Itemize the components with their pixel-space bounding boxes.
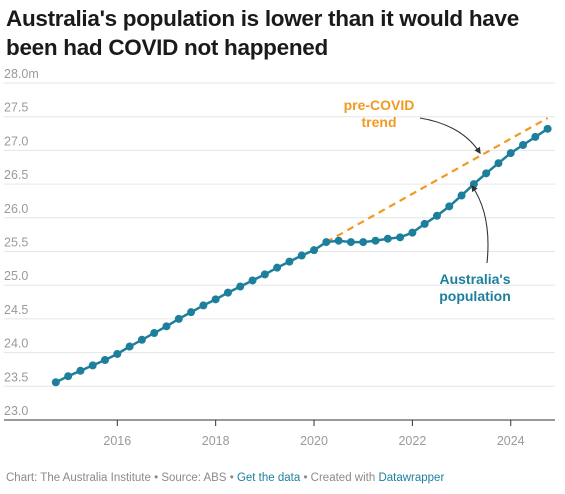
y-tick-label: 27.5 [4,101,28,115]
datawrapper-link[interactable]: Datawrapper [378,472,445,484]
trend-annotation-arrow [419,117,481,155]
x-tick-label: 2022 [398,434,426,448]
population-point [248,276,257,285]
population-annotation-label: population [439,288,511,304]
footer-separator: • [150,472,162,484]
y-tick-label: 25.5 [4,236,28,250]
footer-separator: • [300,472,311,484]
series-layer [51,117,552,387]
population-annotation-arrow [471,184,489,264]
population-annotation-label: Australia's [439,271,510,287]
y-axis-ticks: 28.0m 27.5 27.0 26.5 26.0 25.5 25.0 24.5 24.0 23.… [4,67,39,418]
population-point [211,295,220,304]
x-tick-label: 2020 [300,434,328,448]
trend-annotation-label: trend [362,114,397,130]
x-tick-label: 2024 [497,434,525,448]
population-point [76,366,85,375]
population-point [359,238,368,247]
population-point [469,180,478,189]
y-tick-label: 23.0 [4,404,28,418]
population-point [285,257,294,266]
trend-annotation-label: pre-COVID [344,97,415,113]
population-point [334,236,343,245]
population-point [457,191,466,200]
population-point [174,314,183,323]
x-tick-label: 2016 [103,434,131,448]
footer-separator: • [226,472,237,484]
population-point [51,378,60,387]
population-point [199,301,208,310]
population-point [383,234,392,243]
population-point [137,335,146,344]
population-point [88,361,97,370]
population-point [310,246,319,255]
y-tick-label: 23.5 [4,370,28,384]
population-point [494,159,503,168]
y-tick-label: 25.0 [4,269,28,283]
population-point [396,233,405,242]
population-point [223,288,232,297]
source-note: Source: ABS [161,472,227,484]
population-point [346,238,355,247]
y-tick-label: 26.0 [4,202,28,216]
population-point [506,149,515,158]
population-point [101,356,110,365]
population-point [64,372,73,381]
population-point [260,270,269,279]
x-axis-ticks: 2016 2018 2020 2022 2024 [103,420,525,448]
y-tick-label: 27.0 [4,134,28,148]
population-point [482,169,491,178]
y-tick-label: 24.5 [4,303,28,317]
population-point [531,132,540,141]
created-with-note: Created with [310,472,379,484]
population-point [113,349,122,358]
y-tick-label: 28.0m [4,67,39,81]
x-tick-label: 2018 [202,434,230,448]
population-point [371,236,380,245]
population-point [150,329,159,338]
y-tick-label: 24.0 [4,337,28,351]
population-point [236,282,245,291]
population-point [445,202,454,211]
population-point [297,251,306,260]
grid-layer [4,82,555,421]
footer: Chart: The Australia Institute • Source:… [6,472,444,484]
chart-title: Australia's population is lower than it … [6,6,519,60]
get-the-data-link[interactable]: Get the data [236,472,301,484]
pre-covid-trend-line [325,117,549,244]
population-point [420,219,429,228]
population-point [432,211,441,220]
population-point [408,228,417,237]
population-point [273,263,282,272]
population-point [162,322,171,331]
y-tick-label: 26.5 [4,168,28,182]
population-point [322,238,331,247]
population-point [125,342,134,351]
chart-credit: Chart: The Australia Institute [6,472,151,484]
population-point [543,124,552,133]
population-point [519,141,528,150]
population-point [187,308,196,317]
